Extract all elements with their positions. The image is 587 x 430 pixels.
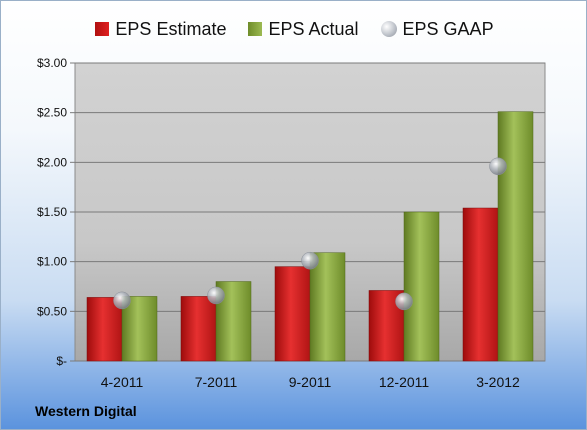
marker-eps-gaap: [489, 157, 507, 176]
x-category-label: 4-2011: [101, 374, 144, 390]
x-category-label: 7-2011: [195, 374, 238, 390]
bar-eps-estimate: [86, 297, 123, 362]
bar-eps-estimate: [274, 266, 311, 362]
x-category-label: 9-2011: [289, 374, 332, 390]
y-tick-label: $1.00: [37, 255, 67, 269]
legend-swatch-eps-estimate: [95, 22, 110, 36]
x-category-label: 12-2011: [379, 374, 430, 390]
y-tick-label: $2.00: [37, 155, 67, 169]
marker-eps-gaap: [301, 251, 319, 270]
y-tick-label: $1.50: [37, 205, 67, 219]
y-tick-label: $0.50: [37, 304, 67, 318]
legend-item-eps-estimate: EPS Estimate: [95, 19, 226, 40]
legend-item-eps-actual: EPS Actual: [248, 18, 359, 40]
chart-legend: EPS Estimate EPS Actual EPS GAAP: [1, 17, 586, 41]
bar-eps-actual: [403, 211, 440, 362]
legend-swatch-eps-gaap: [380, 21, 397, 37]
bar-eps-actual: [121, 296, 158, 362]
company-label: Western Digital: [35, 403, 137, 419]
marker-eps-gaap: [395, 292, 413, 311]
bar-eps-actual: [497, 111, 534, 362]
bar-eps-actual: [309, 252, 346, 362]
y-tick-label: $-: [56, 354, 67, 368]
bar-eps-estimate: [462, 207, 499, 362]
x-category-label: 3-2012: [476, 374, 520, 390]
legend-label-eps-estimate: EPS Estimate: [115, 18, 227, 39]
y-tick-label: $2.50: [37, 106, 67, 120]
marker-eps-gaap: [207, 286, 225, 305]
legend-label-eps-gaap: EPS GAAP: [402, 18, 494, 39]
y-tick-label: $3.00: [37, 56, 67, 70]
legend-swatch-eps-actual: [248, 22, 263, 36]
marker-eps-gaap: [113, 291, 131, 310]
bar-eps-estimate: [180, 296, 217, 362]
legend-item-eps-gaap: EPS GAAP: [380, 18, 494, 40]
legend-label-eps-actual: EPS Actual: [268, 18, 359, 39]
